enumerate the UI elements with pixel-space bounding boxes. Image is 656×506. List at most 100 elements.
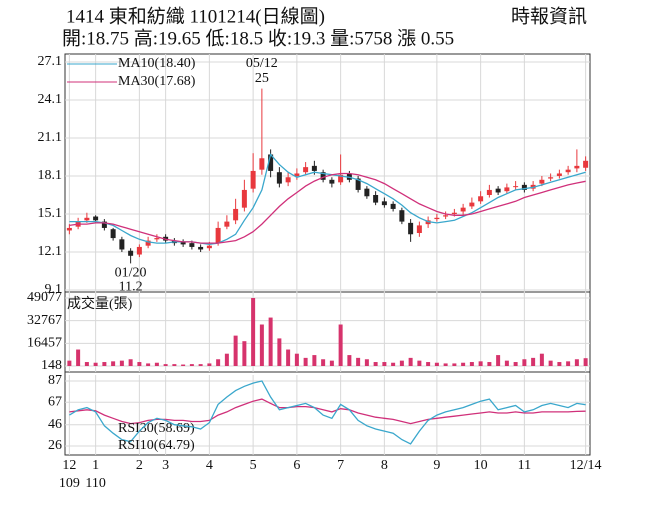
volume-bar — [513, 362, 518, 366]
line — [69, 380, 586, 445]
x-year-label: 109 — [59, 476, 80, 491]
candle-body — [320, 172, 326, 180]
volume-bar — [198, 364, 203, 366]
x-tick-label: 12/14 — [570, 458, 602, 473]
x-tick-label: 5 — [250, 458, 257, 473]
volume-bar — [522, 359, 527, 366]
volume-bar — [452, 363, 457, 366]
x-tick-label: 2 — [136, 458, 143, 473]
candle-body — [311, 165, 317, 171]
candle-body — [565, 169, 571, 173]
volume-bar — [329, 360, 334, 366]
candle-body — [128, 250, 134, 256]
candle-body — [478, 196, 484, 202]
volume-bar — [469, 362, 474, 366]
volume-bar — [338, 324, 343, 366]
candle-body — [399, 210, 405, 222]
y-tick-label: 148 — [41, 358, 62, 373]
candle-body — [381, 201, 387, 206]
volume-bar — [67, 360, 72, 366]
y-tick-label: 49077 — [27, 290, 62, 305]
x-tick-label: 6 — [293, 458, 300, 473]
y-tick-label: 21.1 — [38, 130, 63, 145]
y-tick-label: 46 — [48, 417, 62, 432]
candle-body — [364, 188, 370, 197]
candle-body — [495, 188, 501, 193]
line — [69, 172, 586, 244]
volume-bar — [76, 349, 81, 366]
candle-body — [460, 207, 466, 212]
volume-bar — [399, 360, 404, 366]
candle-body — [574, 165, 580, 169]
candle-body — [268, 154, 274, 171]
candle-body — [469, 202, 475, 207]
candle-body — [416, 225, 422, 233]
volume-bar — [216, 359, 221, 366]
y-tick-label: 32767 — [27, 313, 62, 328]
candle-body — [101, 221, 107, 228]
candle-body — [224, 221, 230, 227]
x-tick-label: 10 — [474, 458, 488, 473]
volume-bar — [548, 360, 553, 366]
volume-bar — [294, 353, 299, 366]
y-tick-label: 12.1 — [38, 244, 63, 259]
candle-body — [504, 187, 510, 192]
candle-body — [233, 208, 239, 221]
candle-body — [110, 229, 116, 239]
volume-bar — [417, 360, 422, 366]
x-tick-label: 12 — [62, 458, 76, 473]
annotation-date: 05/12 — [246, 56, 278, 71]
volume-bar — [189, 364, 194, 366]
x-tick-label: 3 — [162, 458, 169, 473]
volume-bar — [233, 335, 238, 366]
volume-bar — [84, 362, 89, 366]
y-tick-label: 18.1 — [38, 168, 63, 183]
candle-body — [180, 241, 186, 245]
candle-body — [451, 212, 457, 214]
y-tick-label: 26 — [48, 438, 62, 453]
volume-bar — [163, 364, 168, 366]
candle-body — [408, 222, 414, 235]
candle-body — [513, 186, 519, 188]
volume-bar — [259, 324, 264, 366]
volume-bar — [111, 361, 116, 366]
candle-body — [136, 246, 142, 255]
candle-body — [93, 216, 99, 221]
volume-bar — [303, 357, 308, 366]
volume-bar — [251, 298, 256, 366]
volume-bar — [356, 357, 361, 366]
candle-body — [556, 173, 562, 176]
volume-bar — [146, 363, 151, 366]
candle-body — [346, 173, 352, 180]
volume-bar — [224, 353, 229, 366]
candle-body — [548, 177, 554, 179]
volume-bar — [539, 353, 544, 366]
volume-bar — [373, 362, 378, 366]
candle-body — [215, 227, 221, 244]
volume-bar — [391, 362, 396, 366]
candle-body — [294, 173, 300, 176]
volume-bar — [531, 357, 536, 366]
candle-body — [276, 172, 282, 184]
candle-body — [434, 217, 440, 220]
candle-body — [329, 179, 335, 184]
volume-bar — [154, 362, 159, 366]
x-tick-label: 8 — [381, 458, 388, 473]
chart-title: 1414 東和紡織 1101214(日線圖) — [66, 5, 325, 27]
volume-bar — [286, 349, 291, 366]
x-tick-label: 11 — [518, 458, 531, 473]
y-tick-label: 16457 — [27, 336, 62, 351]
source: 時報資訊 — [511, 5, 587, 27]
volume-bar — [443, 363, 448, 366]
volume-bar — [321, 359, 326, 366]
volume-bar — [574, 359, 579, 366]
volume-bar — [382, 362, 387, 366]
y-tick-label: 67 — [48, 395, 62, 410]
volume-bar — [434, 362, 439, 366]
candle-body — [303, 167, 309, 173]
volume-bar — [102, 362, 107, 366]
volume-bar — [207, 363, 212, 366]
candle-body — [119, 239, 125, 250]
legend-label: MA30(17.68) — [118, 74, 196, 89]
